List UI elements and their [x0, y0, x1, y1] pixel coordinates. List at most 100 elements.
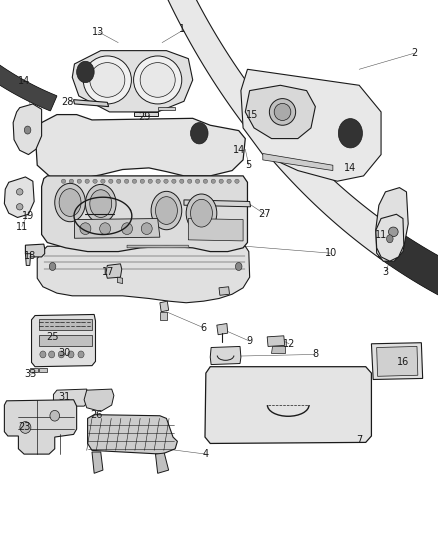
Polygon shape [74, 100, 109, 107]
Ellipse shape [140, 63, 175, 98]
Ellipse shape [211, 179, 215, 183]
Polygon shape [376, 214, 404, 261]
Polygon shape [74, 219, 160, 238]
Ellipse shape [59, 189, 81, 216]
Polygon shape [378, 225, 438, 322]
Ellipse shape [141, 223, 152, 235]
Text: 33: 33 [25, 369, 37, 379]
Polygon shape [0, 0, 57, 111]
Polygon shape [245, 85, 315, 139]
Bar [39, 335, 92, 346]
Polygon shape [37, 246, 250, 303]
Ellipse shape [203, 179, 208, 183]
Ellipse shape [134, 56, 182, 104]
Ellipse shape [151, 191, 182, 230]
Ellipse shape [55, 183, 85, 222]
Ellipse shape [50, 410, 60, 421]
Polygon shape [84, 389, 114, 411]
Polygon shape [4, 177, 34, 217]
Ellipse shape [180, 179, 184, 183]
Polygon shape [127, 245, 189, 248]
Text: 14: 14 [233, 146, 245, 155]
Ellipse shape [227, 179, 231, 183]
Polygon shape [106, 264, 122, 278]
Polygon shape [217, 324, 228, 335]
Polygon shape [0, 59, 57, 111]
Text: 1: 1 [179, 25, 185, 34]
Polygon shape [376, 188, 408, 261]
Ellipse shape [40, 351, 46, 358]
Ellipse shape [90, 190, 112, 217]
Polygon shape [25, 244, 45, 257]
Text: 7: 7 [356, 435, 362, 445]
Polygon shape [210, 346, 241, 365]
Ellipse shape [187, 179, 192, 183]
Ellipse shape [20, 422, 31, 433]
Ellipse shape [386, 235, 393, 243]
Ellipse shape [191, 123, 208, 144]
Ellipse shape [85, 184, 116, 223]
Ellipse shape [61, 179, 66, 183]
Text: 17: 17 [102, 267, 115, 277]
Polygon shape [4, 400, 77, 454]
Text: 26: 26 [90, 410, 102, 419]
Ellipse shape [172, 179, 176, 183]
Ellipse shape [140, 179, 145, 183]
Ellipse shape [117, 179, 121, 183]
Text: 27: 27 [259, 209, 271, 219]
Polygon shape [30, 368, 38, 372]
Polygon shape [92, 452, 103, 473]
Polygon shape [205, 367, 371, 443]
Text: 31: 31 [59, 392, 71, 402]
Text: 11: 11 [375, 230, 387, 239]
Text: 6: 6 [201, 323, 207, 333]
Text: 23: 23 [18, 423, 30, 432]
Ellipse shape [25, 126, 31, 134]
Polygon shape [53, 389, 88, 406]
Ellipse shape [78, 351, 84, 358]
Polygon shape [32, 314, 95, 367]
Text: 8: 8 [312, 350, 318, 359]
Text: 15: 15 [246, 110, 258, 119]
Text: 4: 4 [203, 449, 209, 459]
Text: 25: 25 [46, 332, 59, 342]
Ellipse shape [274, 103, 291, 120]
Ellipse shape [77, 179, 81, 183]
Polygon shape [371, 343, 423, 379]
Text: 16: 16 [397, 358, 409, 367]
Ellipse shape [155, 197, 177, 224]
Text: 13: 13 [92, 27, 105, 37]
Ellipse shape [90, 63, 125, 98]
Text: 18: 18 [24, 251, 36, 261]
Ellipse shape [77, 61, 94, 83]
Ellipse shape [83, 56, 131, 104]
Ellipse shape [132, 179, 137, 183]
Text: 12: 12 [283, 339, 295, 349]
Text: 19: 19 [22, 211, 35, 221]
Text: 2: 2 [411, 49, 417, 58]
Ellipse shape [49, 263, 56, 271]
Text: 11: 11 [16, 222, 28, 231]
Polygon shape [42, 176, 247, 252]
Polygon shape [241, 69, 381, 181]
Polygon shape [271, 346, 285, 353]
Ellipse shape [164, 179, 168, 183]
Text: 30: 30 [59, 348, 71, 358]
Ellipse shape [121, 223, 132, 235]
Polygon shape [377, 346, 418, 376]
Ellipse shape [101, 179, 105, 183]
Ellipse shape [93, 179, 97, 183]
Polygon shape [88, 0, 438, 356]
Polygon shape [36, 115, 245, 180]
Ellipse shape [269, 99, 296, 125]
Ellipse shape [219, 179, 223, 183]
Polygon shape [13, 104, 42, 155]
Polygon shape [134, 112, 158, 116]
Polygon shape [160, 312, 167, 320]
Polygon shape [25, 254, 31, 265]
Ellipse shape [124, 179, 129, 183]
Ellipse shape [17, 189, 23, 195]
Ellipse shape [156, 179, 160, 183]
Ellipse shape [109, 179, 113, 183]
Ellipse shape [235, 179, 239, 183]
